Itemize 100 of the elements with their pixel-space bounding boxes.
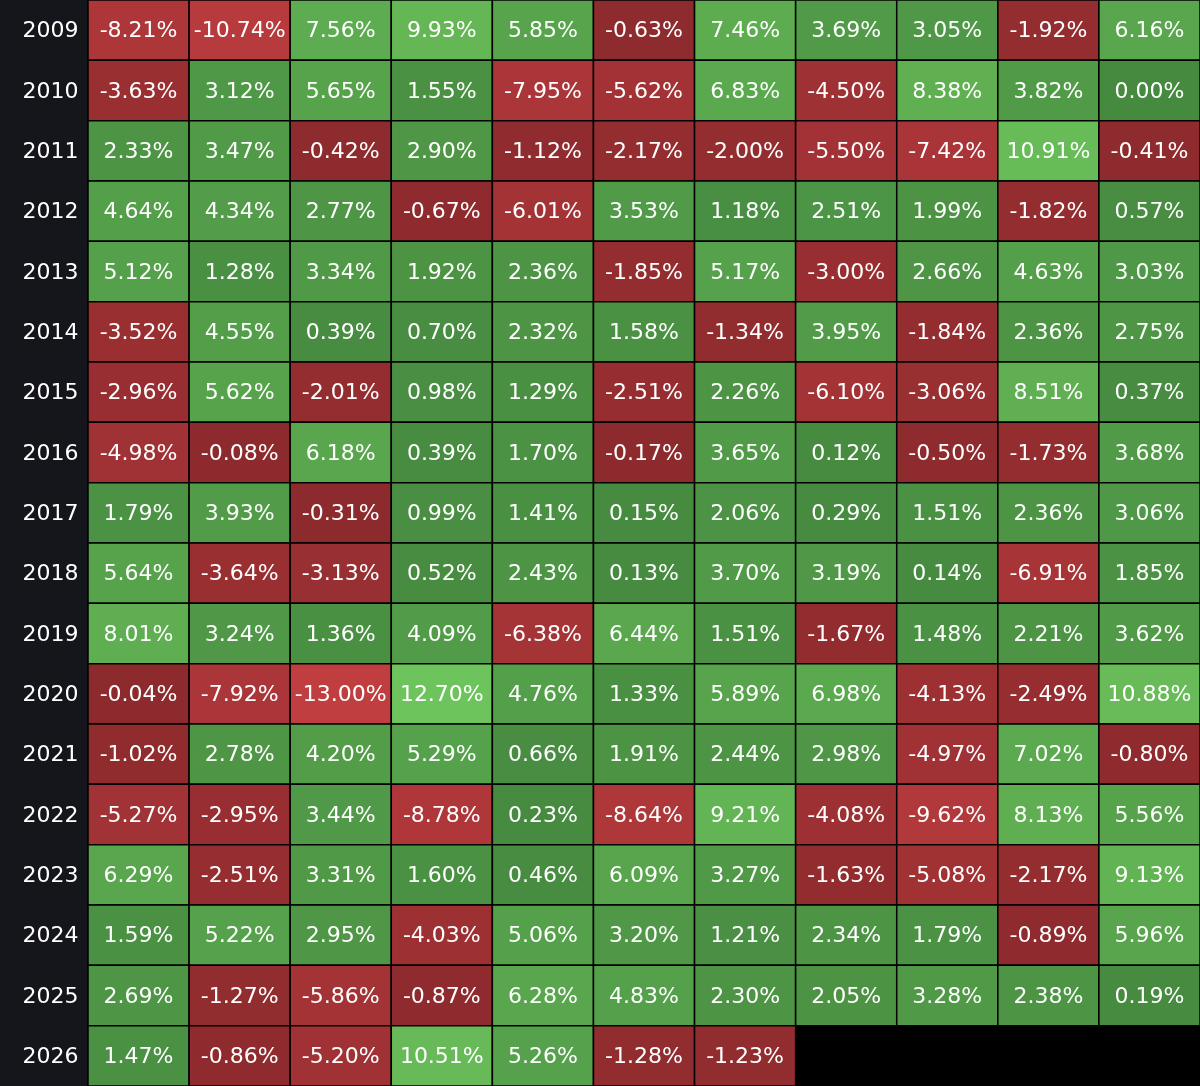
- data-label: -0.17%: [605, 439, 683, 465]
- data-label: -5.86%: [301, 982, 380, 1008]
- data-label: -3.13%: [301, 560, 380, 586]
- data-label: 1.18%: [710, 198, 781, 224]
- data-label: 0.13%: [609, 560, 679, 586]
- data-label: 2.95%: [305, 922, 376, 948]
- y-tick-label: 2018: [22, 560, 79, 586]
- data-label: -1.28%: [605, 1042, 683, 1068]
- data-label: -10.74%: [193, 17, 286, 43]
- data-label: 2.90%: [406, 137, 477, 163]
- data-label: 9.93%: [406, 17, 477, 43]
- data-label: 0.46%: [507, 861, 578, 887]
- data-label: 0.70%: [406, 318, 477, 344]
- data-label: 6.16%: [1114, 17, 1185, 43]
- data-label: 4.34%: [204, 198, 275, 224]
- y-tick-label: 2014: [22, 318, 79, 344]
- data-label: 3.28%: [912, 982, 983, 1008]
- data-label: 0.29%: [811, 499, 882, 525]
- data-label: 2.06%: [710, 499, 781, 525]
- data-label: 1.29%: [507, 379, 578, 405]
- data-label: 2.05%: [811, 982, 882, 1008]
- data-label: 1.41%: [507, 499, 578, 525]
- data-label: 1.48%: [912, 620, 983, 646]
- data-label: -0.50%: [908, 439, 987, 465]
- data-label: 6.83%: [710, 77, 781, 103]
- data-label: -0.04%: [99, 680, 178, 706]
- y-tick-label: 2013: [22, 258, 79, 284]
- data-label: 4.63%: [1013, 258, 1084, 284]
- y-tick-label: 2022: [22, 801, 79, 827]
- data-label: 8.13%: [1013, 801, 1084, 827]
- data-label: 3.12%: [204, 77, 275, 103]
- data-label: 1.33%: [609, 680, 679, 706]
- data-label: -6.01%: [504, 198, 582, 224]
- data-label: -8.78%: [402, 801, 481, 827]
- data-label: 3.24%: [204, 620, 275, 646]
- y-tick-label: 2021: [22, 741, 79, 767]
- data-label: 0.57%: [1114, 198, 1185, 224]
- data-label: 5.22%: [204, 922, 275, 948]
- data-label: -7.95%: [504, 77, 582, 103]
- data-label: 2.44%: [710, 741, 781, 767]
- data-label: 2.36%: [1013, 499, 1084, 525]
- data-label: -2.00%: [706, 137, 784, 163]
- data-label: 2.33%: [103, 137, 174, 163]
- data-label: -0.08%: [200, 439, 279, 465]
- data-label: 2.51%: [811, 198, 882, 224]
- y-tick-label: 2011: [22, 137, 79, 163]
- y-tick-label: 2010: [22, 77, 79, 103]
- data-label: 3.68%: [1114, 439, 1185, 465]
- data-label: 10.88%: [1107, 680, 1192, 706]
- data-label: -1.12%: [504, 137, 582, 163]
- data-label: -0.31%: [301, 499, 380, 525]
- data-label: 0.39%: [406, 439, 477, 465]
- data-label: 6.29%: [103, 861, 174, 887]
- data-label: 0.14%: [912, 560, 983, 586]
- data-label: 1.55%: [406, 77, 477, 103]
- data-label: 0.98%: [406, 379, 477, 405]
- data-label: 2.30%: [710, 982, 781, 1008]
- data-label: -3.00%: [807, 258, 886, 284]
- data-label: -1.02%: [99, 741, 178, 767]
- data-label: 2.36%: [507, 258, 578, 284]
- data-label: -1.23%: [706, 1042, 784, 1068]
- data-label: 0.19%: [1114, 982, 1185, 1008]
- data-label: 3.82%: [1013, 77, 1084, 103]
- data-label: 1.51%: [912, 499, 983, 525]
- data-label: 3.47%: [204, 137, 275, 163]
- data-label: 6.09%: [609, 861, 679, 887]
- data-label: 0.99%: [406, 499, 477, 525]
- data-label: 2.36%: [1013, 318, 1084, 344]
- data-label: 6.98%: [811, 680, 882, 706]
- data-label: 5.26%: [507, 1042, 578, 1068]
- data-label: -8.21%: [99, 17, 178, 43]
- data-label: 10.91%: [1006, 137, 1091, 163]
- data-label: 2.21%: [1013, 620, 1084, 646]
- data-label: 5.17%: [710, 258, 781, 284]
- data-label: -7.92%: [200, 680, 279, 706]
- data-label: 3.95%: [811, 318, 882, 344]
- data-label: -0.87%: [402, 982, 481, 1008]
- data-label: 2.78%: [204, 741, 275, 767]
- y-tick-label: 2024: [22, 922, 79, 948]
- data-label: -7.42%: [908, 137, 987, 163]
- data-label: -2.01%: [301, 379, 380, 405]
- data-label: -4.03%: [402, 922, 481, 948]
- data-label: 3.44%: [305, 801, 376, 827]
- data-label: -2.51%: [200, 861, 279, 887]
- data-label: 3.53%: [609, 198, 679, 224]
- data-label: 0.23%: [507, 801, 578, 827]
- data-label: 2.98%: [811, 741, 882, 767]
- data-label: 5.29%: [406, 741, 477, 767]
- data-label: 3.34%: [305, 258, 376, 284]
- data-label: -4.97%: [908, 741, 987, 767]
- data-label: -2.17%: [1009, 861, 1088, 887]
- data-label: 4.83%: [609, 982, 679, 1008]
- data-label: 0.00%: [1114, 77, 1185, 103]
- data-label: 2.77%: [305, 198, 376, 224]
- data-label: -3.52%: [99, 318, 178, 344]
- data-label: 1.36%: [305, 620, 376, 646]
- data-label: -6.10%: [807, 379, 886, 405]
- data-label: 3.03%: [1114, 258, 1185, 284]
- data-label: -2.95%: [200, 801, 279, 827]
- data-label: 2.38%: [1013, 982, 1084, 1008]
